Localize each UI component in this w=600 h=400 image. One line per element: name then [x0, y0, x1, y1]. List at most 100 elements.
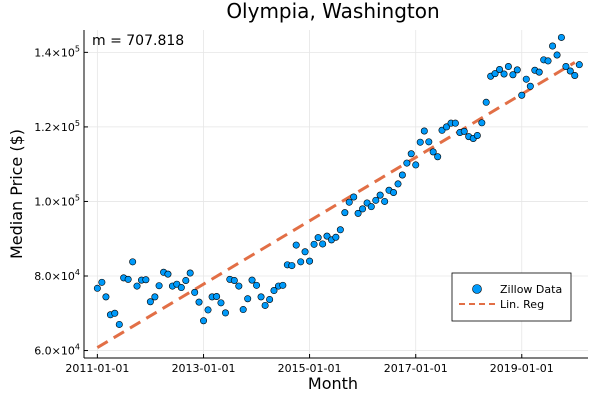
x-tick-label: 2015-01-01: [278, 362, 342, 375]
y-tick-labels: 6.0×104 8.0×104 1.0×105 1.2×105 1.4×105: [34, 44, 88, 358]
x-tick-label: 2013-01-01: [172, 362, 236, 375]
data-point: [367, 203, 375, 211]
data-point: [535, 68, 543, 76]
regression-line: [96, 61, 576, 349]
data-point: [434, 153, 442, 161]
x-axis-label: Month: [308, 374, 358, 393]
data-point: [451, 119, 459, 127]
data-point: [142, 276, 150, 284]
data-point: [292, 241, 300, 249]
data-point: [407, 150, 415, 158]
data-point: [310, 240, 318, 248]
data-point: [270, 287, 278, 295]
data-point: [526, 82, 534, 90]
y-tick-label: 1.4×105: [34, 44, 80, 59]
data-point: [473, 131, 481, 139]
data-point: [230, 276, 238, 284]
data-point: [155, 282, 163, 290]
data-point: [239, 306, 247, 314]
y-axis-label: Median Price ($): [7, 129, 26, 259]
data-point: [213, 292, 221, 300]
data-point: [478, 119, 486, 127]
data-point: [429, 148, 437, 156]
x-tick-label: 2011-01-01: [65, 362, 129, 375]
data-point: [557, 33, 565, 41]
slope-annotation: m = 707.818: [92, 33, 184, 49]
data-point: [164, 270, 172, 278]
data-point: [146, 298, 154, 306]
data-point: [376, 191, 384, 199]
data-point: [235, 282, 243, 290]
data-point: [372, 196, 380, 204]
data-point: [359, 205, 367, 213]
data-point: [288, 262, 296, 270]
data-point: [314, 234, 322, 242]
data-point: [306, 257, 314, 265]
x-tick-label: 2017-01-01: [384, 362, 448, 375]
data-point: [124, 275, 132, 283]
data-point: [332, 233, 340, 241]
data-point: [200, 317, 208, 325]
y-tick-label: 1.0×105: [34, 193, 80, 208]
data-point: [350, 193, 358, 201]
data-point: [425, 138, 433, 146]
data-point: [129, 258, 137, 266]
data-point: [553, 51, 561, 59]
y-tick-label: 1.2×105: [34, 119, 80, 134]
data-point: [460, 127, 468, 135]
data-point: [261, 301, 269, 309]
data-point: [195, 298, 203, 306]
data-point: [500, 70, 508, 78]
data-points: [93, 33, 583, 328]
data-point: [248, 276, 256, 284]
data-point: [204, 306, 212, 314]
data-point: [544, 57, 552, 65]
data-point: [345, 198, 353, 206]
data-point: [496, 66, 504, 74]
data-point: [186, 269, 194, 277]
data-point: [381, 197, 389, 205]
data-point: [354, 209, 362, 217]
data-point: [98, 278, 106, 286]
data-point: [412, 161, 420, 169]
data-point: [566, 67, 574, 75]
data-point: [323, 232, 331, 240]
data-point: [253, 281, 261, 289]
data-point: [403, 159, 411, 167]
data-point: [319, 240, 327, 248]
data-point: [257, 293, 265, 301]
data-point: [341, 209, 349, 217]
data-point: [491, 70, 499, 78]
data-point: [420, 127, 428, 135]
legend-box: [451, 272, 572, 322]
legend-label-zillow: Zillow Data: [500, 283, 562, 296]
data-point: [301, 248, 309, 256]
data-point: [151, 293, 159, 301]
data-point: [390, 189, 398, 197]
legend-label-regression: Lin. Reg: [500, 298, 544, 311]
data-point: [562, 63, 570, 71]
legend: Zillow Data Lin. Reg: [451, 272, 572, 322]
data-point: [518, 91, 526, 99]
data-point: [336, 226, 344, 234]
y-tick-label: 6.0×104: [34, 343, 80, 358]
data-point: [177, 284, 185, 292]
x-tick-label: 2019-01-01: [490, 362, 554, 375]
data-point: [482, 98, 490, 106]
data-point: [575, 61, 583, 69]
data-point: [217, 299, 225, 307]
data-point: [279, 281, 287, 289]
data-point: [266, 295, 274, 303]
data-point: [297, 258, 305, 266]
data-point: [115, 320, 123, 328]
data-point: [398, 171, 406, 179]
data-point: [513, 66, 521, 74]
data-point: [522, 75, 530, 83]
data-point: [509, 71, 517, 79]
data-point: [93, 284, 101, 292]
regression-line-group: [96, 61, 576, 349]
data-point: [191, 288, 199, 296]
data-point: [549, 42, 557, 50]
data-point: [443, 123, 451, 131]
